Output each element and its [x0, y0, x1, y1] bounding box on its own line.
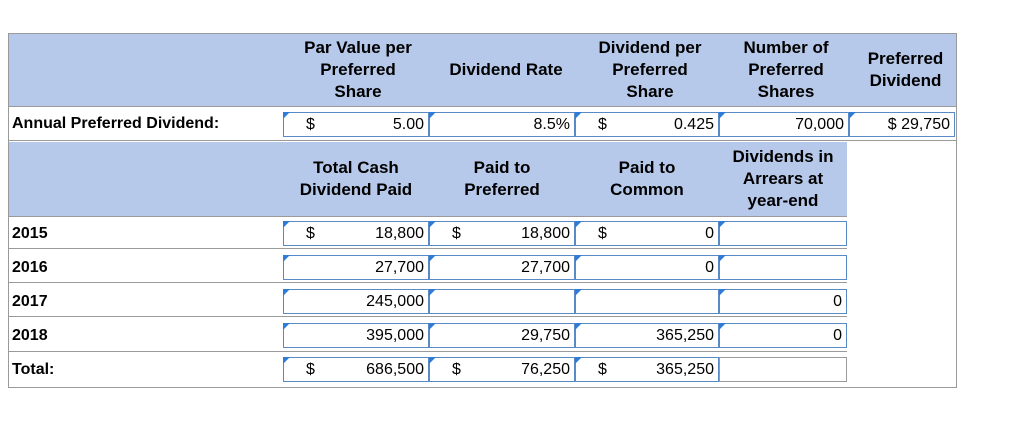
paid-preferred-2016[interactable]: 27,700 [429, 255, 575, 280]
header-paid-common: Paid to Common [610, 158, 684, 199]
row-label-2015: 2015 [12, 225, 48, 242]
dividend-rate-input[interactable]: 8.5% [429, 112, 575, 137]
paid-common-2016[interactable]: 0 [575, 255, 719, 280]
arrears-2015[interactable] [719, 221, 847, 246]
par-value-input[interactable]: $ 5.00 [283, 112, 429, 137]
divider [9, 140, 956, 141]
header-paid-preferred: Paid to Preferred [464, 158, 540, 199]
header-par-value: Par Value per Preferred Share [304, 38, 412, 101]
total-cash-2017[interactable]: 245,000 [283, 289, 429, 314]
header-arrears: Dividends in Arrears at year-end [732, 147, 834, 210]
row-label-2016: 2016 [12, 259, 48, 276]
paid-preferred-total[interactable]: $ 76,250 [429, 357, 575, 382]
divider [9, 351, 847, 352]
number-of-shares-input[interactable]: 70,000 [719, 112, 849, 137]
bottom-header-band [9, 142, 847, 216]
header-number-of-shares: Number of Preferred Shares [743, 38, 829, 101]
paid-preferred-2015[interactable]: $ 18,800 [429, 221, 575, 246]
divider [9, 248, 847, 249]
dividend-per-share-input[interactable]: $ 0.425 [575, 112, 719, 137]
total-cash-total[interactable]: $ 686,500 [283, 357, 429, 382]
paid-common-total[interactable]: $ 365,250 [575, 357, 719, 382]
arrears-2018[interactable]: 0 [719, 323, 847, 348]
top-header-band [9, 34, 956, 106]
paid-preferred-2017[interactable] [429, 289, 575, 314]
arrears-total-empty [719, 357, 847, 382]
preferred-dividend-input[interactable]: $ 29,750 [849, 112, 955, 137]
row-label-2018: 2018 [12, 327, 48, 344]
row-label-annual: Annual Preferred Dividend: [12, 115, 220, 132]
row-label-total: Total: [12, 361, 55, 378]
paid-common-2018[interactable]: 365,250 [575, 323, 719, 348]
total-cash-2018[interactable]: 395,000 [283, 323, 429, 348]
total-cash-2015[interactable]: $ 18,800 [283, 221, 429, 246]
arrears-2016[interactable] [719, 255, 847, 280]
total-cash-2016[interactable]: 27,700 [283, 255, 429, 280]
header-total-cash: Total Cash Dividend Paid [299, 158, 413, 199]
paid-preferred-2018[interactable]: 29,750 [429, 323, 575, 348]
paid-common-2017[interactable] [575, 289, 719, 314]
header-dividend-per-share: Dividend per Preferred Share [598, 38, 702, 101]
header-dividend-rate: Dividend Rate [449, 60, 563, 79]
row-label-2017: 2017 [12, 293, 48, 310]
paid-common-2015[interactable]: $ 0 [575, 221, 719, 246]
header-preferred-dividend: Preferred Dividend [867, 49, 944, 90]
divider [9, 316, 847, 317]
dividend-worksheet: Par Value per Preferred Share Dividend R… [8, 33, 957, 388]
arrears-2017[interactable]: 0 [719, 289, 847, 314]
divider [9, 282, 847, 283]
divider [9, 106, 956, 107]
divider [9, 216, 847, 217]
